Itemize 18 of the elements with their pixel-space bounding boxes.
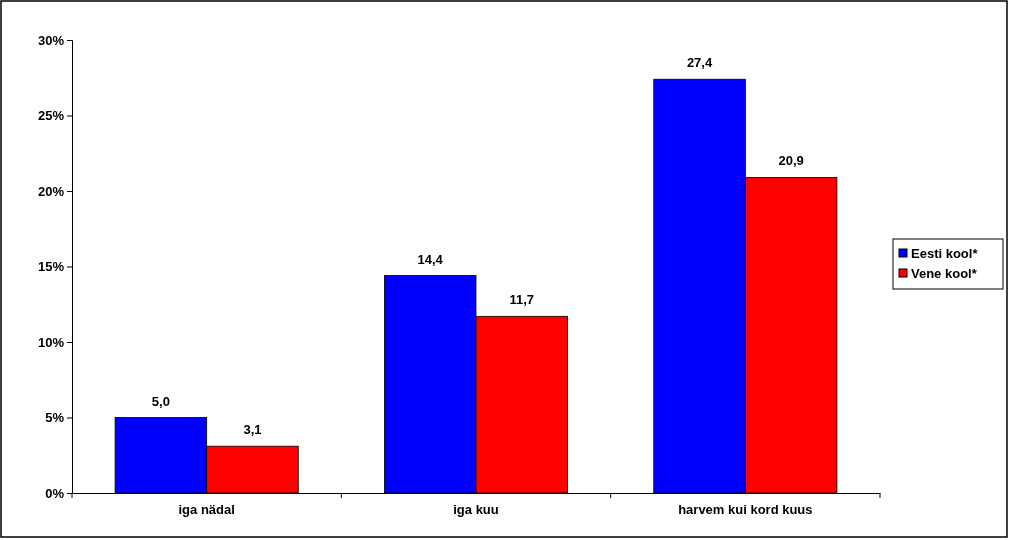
y-tick-label: 30% bbox=[37, 32, 65, 48]
y-tick-label: 15% bbox=[37, 259, 65, 275]
x-tick-label: iga kuu bbox=[453, 502, 499, 518]
data-label: 5,0 bbox=[151, 393, 170, 409]
data-label: 14,4 bbox=[417, 251, 444, 267]
legend-label: Vene kool* bbox=[911, 266, 978, 281]
x-tick-label: iga nädal bbox=[178, 502, 235, 518]
data-label: 3,1 bbox=[243, 422, 262, 438]
legend-label: Eesti kool* bbox=[911, 246, 979, 261]
y-tick-label: 25% bbox=[37, 108, 65, 124]
data-label: 27,4 bbox=[686, 55, 713, 71]
y-tick-label: 0% bbox=[45, 485, 65, 501]
y-tick-label: 5% bbox=[45, 410, 65, 426]
y-tick-label: 20% bbox=[37, 183, 65, 199]
data-label: 20,9 bbox=[778, 153, 804, 169]
data-label: 11,7 bbox=[509, 292, 535, 308]
y-tick-label: 10% bbox=[37, 334, 65, 350]
x-tick-label: harvem kui kord kuus bbox=[678, 502, 813, 518]
